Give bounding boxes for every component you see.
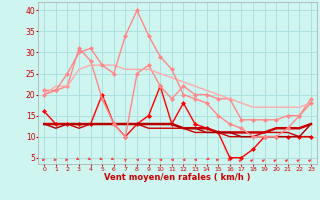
X-axis label: Vent moyen/en rafales ( km/h ): Vent moyen/en rafales ( km/h ) bbox=[104, 173, 251, 182]
